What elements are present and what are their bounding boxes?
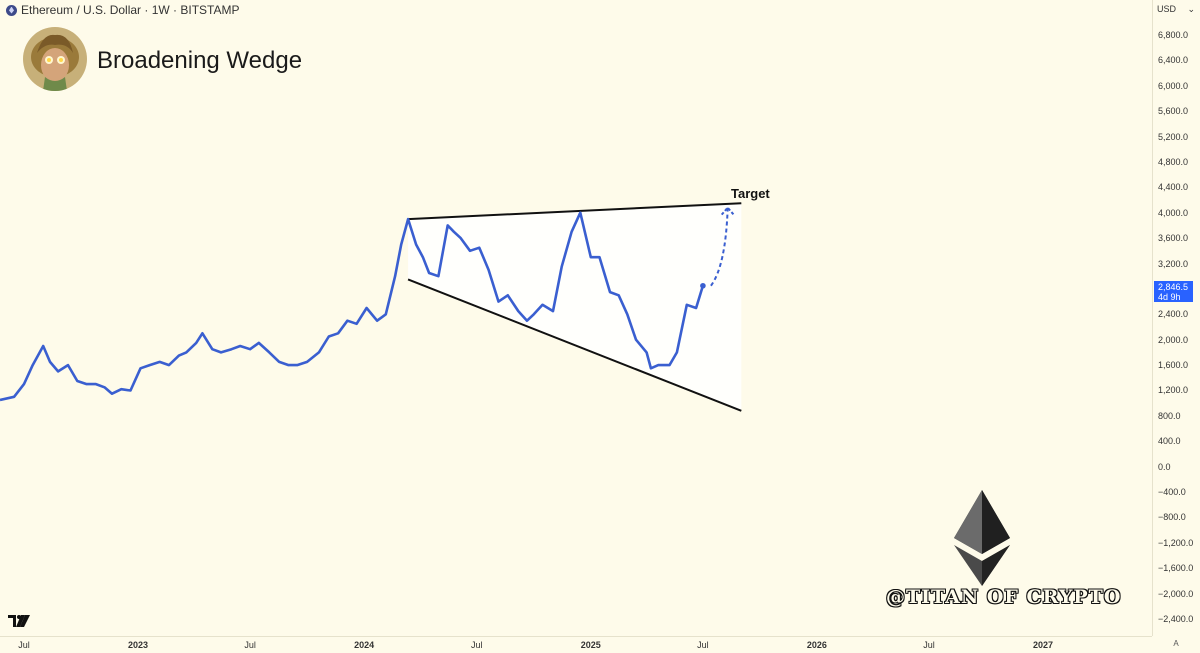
price-tick: 800.0 [1158,411,1181,421]
price-tick: −400.0 [1158,487,1186,497]
chart-title: Broadening Wedge [97,47,302,75]
target-label: Target [731,186,770,201]
price-tick: −1,200.0 [1158,538,1193,548]
price-tick: 400.0 [1158,436,1181,446]
current-price-badge: 2,846.5 4d 9h [1154,281,1193,302]
time-tick: Jul [244,640,256,650]
time-tick: 2025 [581,640,601,650]
ethereum-icon [6,5,17,16]
author-avatar [23,27,87,91]
time-axis[interactable] [0,636,1152,653]
currency-selector[interactable]: USD ⌄ [1154,1,1198,17]
time-tick: 2023 [128,640,148,650]
price-tick: 6,000.0 [1158,81,1188,91]
bar-countdown: 4d 9h [1158,292,1193,302]
price-tick: 4,400.0 [1158,182,1188,192]
price-tick: 2,400.0 [1158,309,1188,319]
price-tick: 1,200.0 [1158,385,1188,395]
time-tick: Jul [18,640,30,650]
price-tick: −1,600.0 [1158,563,1193,573]
chevron-down-icon: ⌄ [1187,4,1195,15]
price-tick: 4,000.0 [1158,208,1188,218]
price-tick: 3,200.0 [1158,259,1188,269]
time-tick: 2026 [807,640,827,650]
watermark: @TITAN OF CRYPTO [886,586,1121,608]
price-tick: 6,400.0 [1158,55,1188,65]
tradingview-logo-icon[interactable] [8,614,30,632]
price-tick: 3,600.0 [1158,233,1188,243]
price-tick: 0.0 [1158,462,1171,472]
currency-label: USD [1157,4,1176,14]
time-tick: 2027 [1033,640,1053,650]
price-tick: 6,800.0 [1158,30,1188,40]
price-tick: −800.0 [1158,512,1186,522]
price-tick: 5,600.0 [1158,106,1188,116]
price-tick: 2,000.0 [1158,335,1188,345]
price-tick: 5,200.0 [1158,132,1188,142]
time-tick: Jul [923,640,935,650]
current-price: 2,846.5 [1158,282,1193,292]
time-tick: Jul [697,640,709,650]
time-tick: Jul [471,640,483,650]
price-tick: 1,600.0 [1158,360,1188,370]
price-tick: 4,800.0 [1158,157,1188,167]
last-price-point [700,283,706,289]
symbol-line: Ethereum / U.S. Dollar · 1W · BITSTAMP [21,3,239,17]
price-tick: −2,400.0 [1158,614,1193,624]
ethereum-logo-icon [950,490,1014,591]
symbol-header[interactable]: Ethereum / U.S. Dollar · 1W · BITSTAMP [6,2,239,18]
price-tick: −2,000.0 [1158,589,1193,599]
time-tick: 2024 [354,640,374,650]
auto-scale-button[interactable]: A [1152,636,1200,652]
